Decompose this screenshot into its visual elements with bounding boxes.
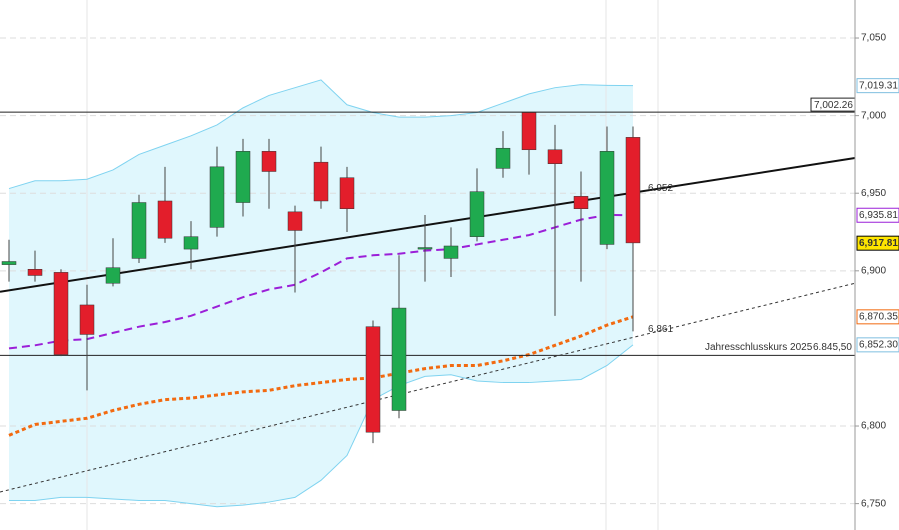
price-tag: 7,019.31 bbox=[859, 80, 898, 91]
price-tag-box bbox=[856, 309, 899, 325]
candle-body bbox=[105, 267, 121, 284]
candle-body bbox=[313, 161, 329, 202]
candle-body bbox=[53, 272, 69, 355]
candle-body bbox=[287, 211, 303, 231]
candle-body bbox=[1, 261, 17, 265]
candle-body bbox=[521, 112, 537, 151]
candle-body bbox=[365, 326, 381, 433]
trendline-label: 6.952 bbox=[648, 183, 673, 194]
price-tag-box bbox=[856, 207, 899, 223]
price-tag: 6,852.30 bbox=[859, 339, 898, 350]
band-lower bbox=[9, 344, 634, 508]
band-area bbox=[9, 79, 633, 507]
candle-body bbox=[547, 149, 563, 164]
price-tag: 6,917.81 bbox=[859, 238, 898, 249]
y-tick-label: 6,750 bbox=[861, 498, 886, 509]
candle-body bbox=[131, 202, 147, 259]
y-tick-label: 7,000 bbox=[861, 110, 886, 121]
moving-average bbox=[8, 213, 634, 350]
candle-body bbox=[209, 166, 225, 228]
trendline bbox=[0, 282, 856, 493]
trendline bbox=[0, 157, 856, 293]
candle-body bbox=[599, 151, 615, 245]
price-tag-box bbox=[856, 78, 899, 94]
h-line-text: Jahresschlusskurs 2025 bbox=[705, 342, 813, 353]
candle-body bbox=[261, 151, 277, 172]
candle-body bbox=[27, 269, 43, 276]
h-line-label: 6.845,50 bbox=[813, 342, 852, 353]
band-upper bbox=[8, 79, 634, 190]
candle-body bbox=[417, 247, 433, 250]
candle-body bbox=[495, 147, 511, 169]
y-tick-label: 6,900 bbox=[861, 265, 886, 276]
y-tick-label: 6,950 bbox=[861, 188, 886, 199]
y-tick-label: 6,800 bbox=[861, 421, 886, 432]
candle-body bbox=[625, 137, 641, 244]
candle-body bbox=[235, 151, 251, 203]
candle-body bbox=[183, 236, 199, 250]
candle-body bbox=[469, 191, 485, 237]
candle-body bbox=[443, 245, 459, 259]
moving-average bbox=[8, 315, 634, 437]
candle-body bbox=[391, 307, 407, 411]
candle-body bbox=[157, 200, 173, 239]
candle-body bbox=[339, 177, 355, 209]
price-tag-box bbox=[856, 337, 899, 353]
h-line-label: 7,002.26 bbox=[814, 100, 853, 111]
price-tag-box bbox=[856, 235, 899, 251]
y-tick-label: 7,050 bbox=[861, 33, 886, 44]
candle-body bbox=[79, 304, 95, 335]
price-tag: 6,935.81 bbox=[859, 210, 898, 221]
candle-body bbox=[573, 196, 589, 209]
trendline-label: 6.861 bbox=[648, 324, 673, 335]
price-tag: 6,870.35 bbox=[859, 311, 898, 322]
